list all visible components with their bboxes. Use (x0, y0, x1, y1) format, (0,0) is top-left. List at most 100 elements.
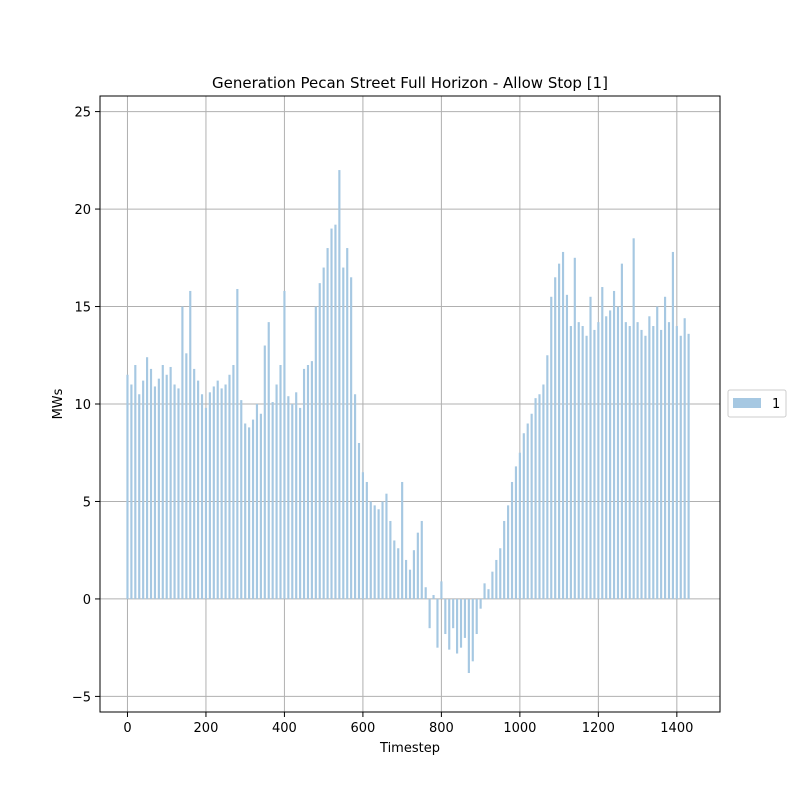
bar (648, 316, 651, 599)
y-tick-label: 15 (74, 301, 91, 316)
bar (248, 427, 251, 599)
bar (510, 481, 514, 599)
bar (287, 396, 290, 599)
bar (334, 224, 337, 599)
bar (369, 501, 372, 599)
bar (342, 267, 345, 599)
bar (585, 335, 588, 599)
bar (444, 598, 447, 635)
bar (255, 404, 259, 599)
bar (663, 296, 667, 599)
bar (149, 368, 153, 599)
bar (503, 520, 506, 599)
x-tick-label: 1400 (660, 721, 693, 736)
bar (565, 294, 569, 599)
bar (212, 386, 215, 599)
bar (330, 228, 333, 599)
y-tick-label: 20 (74, 203, 91, 218)
bar (534, 398, 537, 599)
bar (381, 501, 384, 599)
bar (291, 404, 294, 599)
bar (573, 257, 576, 599)
bar (467, 598, 470, 674)
bar (601, 287, 604, 599)
bar (208, 392, 211, 599)
x-tick-label: 1200 (582, 721, 615, 736)
bar (452, 598, 455, 629)
bar (507, 505, 510, 599)
bar (463, 598, 467, 638)
bar (240, 400, 243, 599)
bar (169, 366, 172, 599)
bar (232, 365, 235, 599)
bar (263, 345, 266, 599)
bar (267, 322, 270, 599)
bar (173, 384, 176, 599)
bar (636, 322, 639, 599)
bar (408, 569, 412, 599)
bar (514, 466, 518, 599)
bar (275, 384, 278, 599)
bar (440, 581, 443, 599)
x-tick-label: 400 (272, 721, 297, 736)
bar (542, 384, 545, 599)
bar (224, 384, 227, 599)
bar (361, 472, 364, 599)
y-tick-label: 0 (83, 593, 91, 608)
bar (475, 598, 478, 635)
bar (432, 595, 435, 599)
bar (632, 238, 635, 599)
bar (538, 394, 541, 599)
bar (204, 407, 208, 599)
bar (652, 326, 655, 599)
bar (157, 378, 160, 599)
bar (667, 322, 671, 599)
bar (279, 365, 282, 599)
bar (683, 318, 686, 599)
bar (251, 419, 255, 599)
bar (200, 394, 204, 599)
bar (448, 598, 451, 650)
bar (197, 380, 200, 599)
bar (153, 386, 157, 599)
bar (302, 368, 306, 599)
bar (518, 452, 521, 599)
bar (550, 296, 553, 599)
bar (244, 423, 247, 599)
y-tick-label: 25 (74, 106, 91, 121)
bar (134, 365, 137, 599)
bar (593, 329, 596, 599)
bar (569, 326, 572, 599)
bar (389, 520, 392, 599)
bar (554, 277, 557, 599)
bar (671, 251, 674, 599)
bar (412, 550, 416, 599)
y-tick-label: −5 (72, 690, 91, 705)
bar (436, 598, 439, 648)
legend: 1 (727, 389, 787, 418)
bar (322, 267, 325, 599)
plot-area: 0 200 400 600 800 1000 1200 1400 −5 0 5 10 15 20 25 (72, 95, 721, 736)
bar (624, 322, 627, 599)
bar (185, 353, 188, 599)
bar (479, 598, 482, 609)
bar (612, 290, 616, 599)
x-tick-label: 800 (429, 721, 454, 736)
bar (350, 277, 353, 599)
legend-swatch (733, 398, 761, 408)
bar (589, 296, 592, 599)
bar (228, 374, 231, 599)
y-tick-label: 5 (83, 495, 91, 510)
bar (283, 290, 286, 599)
bar (620, 263, 623, 599)
bar (404, 559, 408, 599)
bar (597, 322, 600, 599)
bar (605, 316, 608, 599)
bar (546, 355, 549, 599)
bar (318, 283, 321, 599)
bar (656, 306, 659, 599)
bar (416, 532, 419, 599)
bar (428, 598, 431, 629)
